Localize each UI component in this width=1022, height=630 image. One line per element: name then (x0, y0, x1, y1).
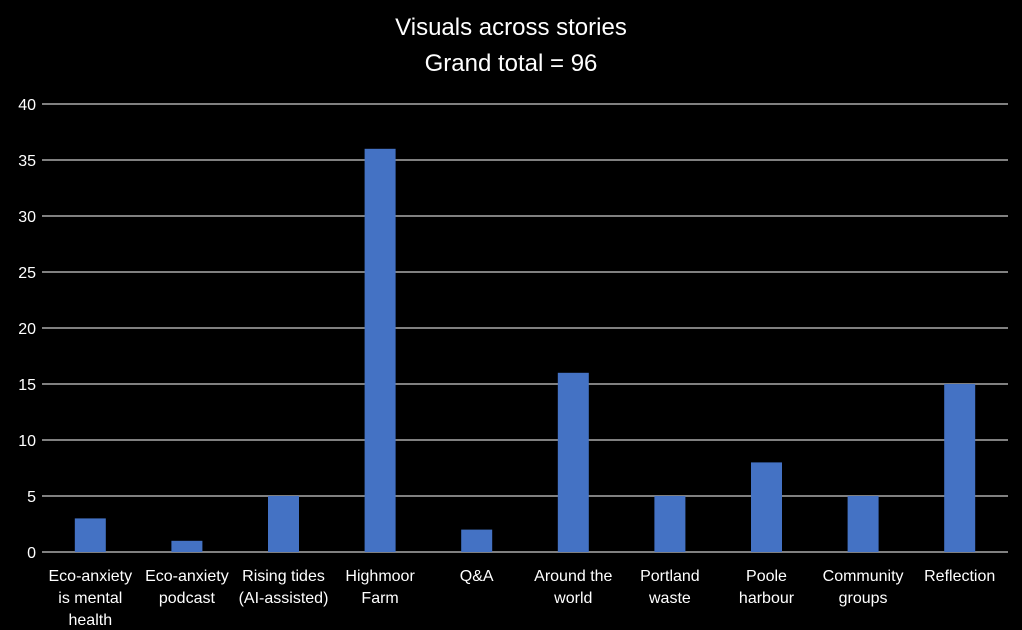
y-tick-label: 15 (18, 377, 36, 394)
x-category-label-line: Reflection (924, 568, 995, 585)
x-category-label-line: Farm (361, 590, 398, 607)
x-category-label: Eco-anxiety is mental health (49, 568, 133, 629)
x-category-label-line: Portland (640, 568, 700, 585)
x-category-label: Around the world (534, 568, 612, 607)
x-category-label-line: world (553, 590, 592, 607)
chart-subtitle: Grand total = 96 (425, 50, 598, 77)
y-tick-label: 10 (18, 433, 36, 450)
bar (944, 384, 976, 552)
bar (364, 148, 396, 553)
bar (74, 518, 106, 552)
y-tick-label: 0 (27, 545, 36, 562)
x-category-label: Eco-anxiety podcast (145, 568, 229, 607)
bar (557, 372, 589, 552)
bar (847, 496, 879, 552)
x-category-label-line: podcast (159, 590, 216, 607)
y-tick-label: 30 (18, 209, 36, 226)
x-category-label-line: groups (839, 590, 888, 607)
x-category-label: Highmoor Farm (345, 568, 415, 607)
x-category-label-line: is mental (58, 590, 122, 607)
bar (751, 462, 782, 552)
x-category-label-line: Community (823, 568, 904, 585)
x-category-label-line: waste (648, 590, 691, 607)
x-category-label-line: Rising tides (242, 568, 325, 585)
chart-title: Visuals across stories (395, 14, 627, 41)
bar (654, 496, 686, 552)
x-category-label-line: Around the (534, 568, 612, 585)
bars (74, 148, 976, 553)
bar (268, 496, 299, 552)
x-category-label: Q&A (460, 568, 494, 585)
bar (461, 529, 493, 552)
y-axis-tick-labels: 0 5 10 15 20 25 30 35 40 (18, 97, 36, 562)
x-category-label-line: Q&A (460, 568, 494, 585)
x-category-label: Reflection (924, 568, 995, 585)
y-tick-label: 20 (18, 321, 36, 338)
x-category-label-line: Eco-anxiety (145, 568, 229, 585)
gridlines (42, 103, 1008, 553)
x-category-label: Community groups (823, 568, 904, 607)
x-category-label-line: health (69, 612, 113, 629)
x-axis-category-labels: Eco-anxiety is mental health Eco-anxiety pod… (49, 568, 996, 629)
y-tick-label: 40 (18, 97, 36, 114)
x-category-label-line: Poole (746, 568, 787, 585)
x-category-label-line: Eco-anxiety (49, 568, 133, 585)
y-tick-label: 5 (27, 489, 36, 506)
x-category-label: Poole harbour (739, 568, 795, 607)
x-category-label: Portland waste (640, 568, 700, 607)
x-category-label-line: harbour (739, 590, 795, 607)
y-tick-label: 25 (18, 265, 36, 282)
x-category-label-line: (AI-assisted) (239, 590, 329, 607)
y-tick-label: 35 (18, 153, 36, 170)
bar (171, 540, 203, 552)
x-category-label-line: Highmoor (345, 568, 415, 585)
x-category-label: Rising tides (AI-assisted) (239, 568, 329, 607)
